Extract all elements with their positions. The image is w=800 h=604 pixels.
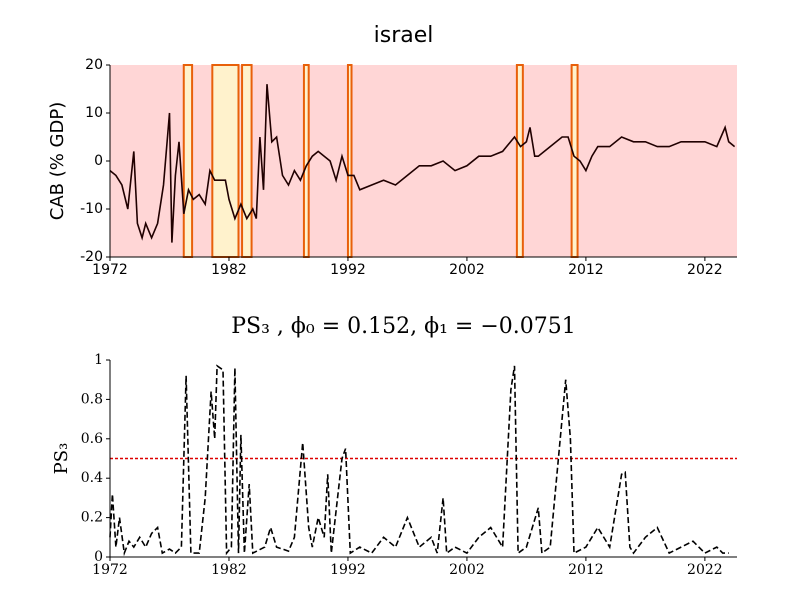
regime-band [515,64,524,258]
y-tick-label: 0.4 [81,470,103,486]
y-tick-label: 20 [85,57,103,73]
y-tick-label: 0 [94,549,103,565]
y-tick-label: 1 [94,352,103,368]
y-tick-label: 10 [85,105,103,121]
y-tick-label: 0.6 [81,431,103,447]
y-axis-label: CAB (% GDP) [47,102,68,221]
x-tick-label: 2002 [449,562,485,578]
x-tick-label: 1992 [330,262,366,278]
x-tick-label: 1982 [211,562,247,578]
x-tick-label: 1982 [211,262,247,278]
y-axis-label: PS₃ [51,443,72,475]
y-tick-label: 0.2 [81,510,103,526]
x-tick-label: 1972 [92,562,128,578]
regime-band [570,64,579,258]
y-tick-label: -20 [80,249,103,265]
y-tick-label: -10 [80,201,103,217]
x-tick-label: 2022 [687,562,723,578]
x-tick-label: 2002 [449,262,485,278]
regime-band [302,64,310,258]
y-tick-label: 0 [94,153,103,169]
y-tick-label: 0.8 [81,391,103,407]
x-tick-label: 2012 [568,262,604,278]
x-tick-label: 1972 [92,262,128,278]
x-tick-label: 2022 [687,262,723,278]
chart-title: israel [374,23,434,48]
data-line [109,84,736,243]
regime-band [241,64,253,258]
chart-title: PS₃ , ϕ₀ = 0.152, ϕ₁ = −0.0751 [231,314,576,339]
regime-band [182,64,194,258]
x-tick-label: 2012 [568,562,604,578]
regime-band [346,64,353,258]
data-line [109,364,729,557]
regime-band [211,64,240,258]
plot-background [110,65,737,257]
x-tick-label: 1992 [330,562,366,578]
